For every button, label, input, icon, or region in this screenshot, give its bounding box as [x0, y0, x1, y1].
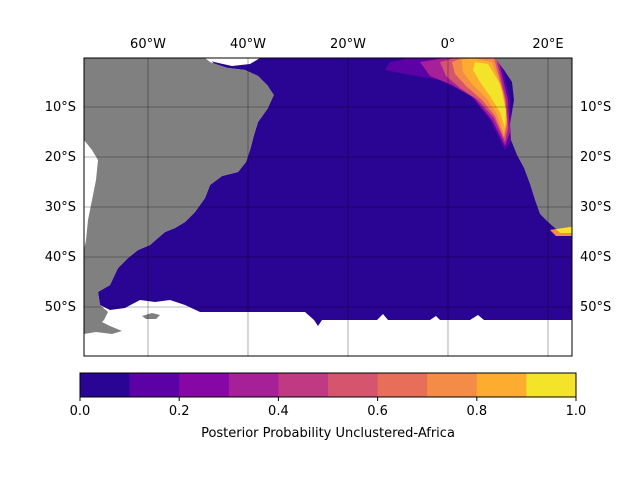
lat-label-right-30s: 30°S — [580, 200, 611, 215]
colorbar-segment-1 — [129, 373, 180, 397]
lon-label-40w: 40°W — [230, 37, 266, 52]
lat-label-right-40s: 40°S — [580, 250, 611, 265]
colorbar-segment-8 — [476, 373, 527, 397]
graticule — [84, 58, 572, 356]
lat-label-left-30s: 30°S — [45, 200, 76, 215]
colorbar-segment-7 — [427, 373, 478, 397]
lat-label-left-20s: 20°S — [45, 150, 76, 165]
lon-label-20w: 20°W — [330, 37, 366, 52]
colorbar-segment-2 — [179, 373, 230, 397]
lat-label-right-50s: 50°S — [580, 300, 611, 315]
lon-label-60w: 60°W — [130, 37, 166, 52]
colorbar-tick-label-1: 0.2 — [169, 404, 190, 419]
lat-label-right-20s: 20°S — [580, 150, 611, 165]
africa-land — [495, 58, 572, 229]
south-america-land — [84, 58, 274, 333]
colorbar-tick-label-0: 0.0 — [70, 404, 91, 419]
lon-label-0: 0° — [441, 37, 456, 52]
colorbar-segment-5 — [328, 373, 379, 397]
colorbar-segments — [80, 373, 577, 397]
colorbar-segment-3 — [228, 373, 279, 397]
colorbar-segment-6 — [377, 373, 428, 397]
tierra-del-fuego — [84, 320, 122, 334]
colorbar-tick-label-2: 0.4 — [268, 404, 289, 419]
lon-label-20e: 20°E — [532, 37, 563, 52]
ocean-probability-field — [98, 58, 572, 326]
colorbar-tick-label-5: 1.0 — [566, 404, 587, 419]
gulf-top-blank — [205, 58, 260, 66]
colorbar-frame — [79, 372, 577, 398]
lat-label-right-10s: 10°S — [580, 100, 611, 115]
lat-label-left-40s: 40°S — [45, 250, 76, 265]
lat-label-left-50s: 50°S — [45, 300, 76, 315]
colorbar-segment-4 — [278, 373, 329, 397]
map-frame — [83, 57, 573, 357]
pacific-blank — [84, 140, 98, 250]
colorbar-tick-label-4: 0.8 — [466, 404, 487, 419]
lat-label-left-10s: 10°S — [45, 100, 76, 115]
colorbar-title: Posterior Probability Unclustered-Africa — [201, 426, 455, 441]
cape-hotspot-core — [556, 227, 572, 233]
prob-band-0.9 — [473, 62, 506, 128]
falkland-islands — [142, 313, 160, 319]
colorbar-segment-0 — [80, 373, 131, 397]
colorbar-segment-9 — [526, 373, 577, 397]
colorbar-tick-label-3: 0.6 — [367, 404, 388, 419]
